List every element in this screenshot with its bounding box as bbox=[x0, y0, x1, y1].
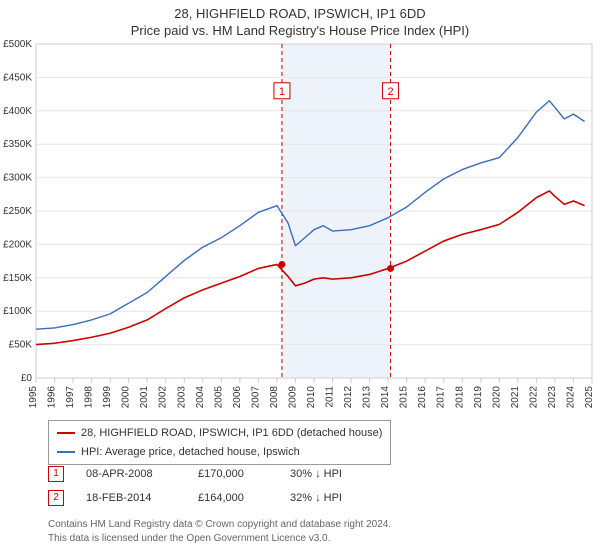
transaction-marker: 2 bbox=[48, 490, 64, 506]
svg-text:£0: £0 bbox=[21, 373, 33, 384]
transaction-pct: 30% ↓ HPI bbox=[290, 468, 380, 480]
svg-text:2015: 2015 bbox=[399, 386, 410, 409]
svg-text:2023: 2023 bbox=[547, 386, 558, 409]
svg-text:£450K: £450K bbox=[3, 72, 32, 83]
svg-text:1999: 1999 bbox=[102, 386, 113, 409]
svg-text:2010: 2010 bbox=[306, 386, 317, 409]
svg-text:£350K: £350K bbox=[3, 139, 32, 150]
svg-text:2012: 2012 bbox=[343, 386, 354, 409]
legend-label: 28, HIGHFIELD ROAD, IPSWICH, IP1 6DD (de… bbox=[81, 425, 382, 442]
svg-text:1996: 1996 bbox=[47, 386, 58, 409]
transaction-date: 18-FEB-2014 bbox=[86, 492, 176, 504]
svg-text:1: 1 bbox=[279, 86, 285, 98]
transaction-row: 2 18-FEB-2014 £164,000 32% ↓ HPI bbox=[48, 490, 380, 506]
svg-text:£400K: £400K bbox=[3, 106, 32, 117]
svg-text:2025: 2025 bbox=[584, 386, 595, 409]
svg-text:2024: 2024 bbox=[565, 386, 576, 409]
legend-item: 28, HIGHFIELD ROAD, IPSWICH, IP1 6DD (de… bbox=[57, 425, 382, 442]
svg-text:2017: 2017 bbox=[436, 386, 447, 409]
svg-text:2006: 2006 bbox=[232, 386, 243, 409]
transaction-date: 08-APR-2008 bbox=[86, 468, 176, 480]
svg-text:2008: 2008 bbox=[269, 386, 280, 409]
footer-line-1: Contains HM Land Registry data © Crown c… bbox=[48, 518, 391, 532]
footer-attribution: Contains HM Land Registry data © Crown c… bbox=[48, 518, 391, 546]
svg-text:2018: 2018 bbox=[454, 386, 465, 409]
legend-swatch bbox=[57, 432, 75, 434]
svg-text:2005: 2005 bbox=[213, 386, 224, 409]
legend: 28, HIGHFIELD ROAD, IPSWICH, IP1 6DD (de… bbox=[48, 420, 391, 465]
svg-text:2013: 2013 bbox=[362, 386, 373, 409]
svg-text:2022: 2022 bbox=[528, 386, 539, 409]
transaction-marker: 1 bbox=[48, 466, 64, 482]
svg-text:£300K: £300K bbox=[3, 173, 32, 184]
svg-text:£200K: £200K bbox=[3, 239, 32, 250]
legend-label: HPI: Average price, detached house, Ipsw… bbox=[81, 444, 300, 461]
svg-text:£250K: £250K bbox=[3, 206, 32, 217]
svg-text:2011: 2011 bbox=[325, 386, 336, 408]
svg-text:2002: 2002 bbox=[158, 386, 169, 409]
svg-text:£500K: £500K bbox=[3, 39, 32, 50]
transaction-price: £170,000 bbox=[198, 468, 268, 480]
svg-text:£100K: £100K bbox=[3, 306, 32, 317]
svg-text:£50K: £50K bbox=[9, 340, 33, 351]
legend-item: HPI: Average price, detached house, Ipsw… bbox=[57, 444, 382, 461]
svg-text:2021: 2021 bbox=[510, 386, 521, 409]
legend-swatch bbox=[57, 451, 75, 453]
transaction-row: 1 08-APR-2008 £170,000 30% ↓ HPI bbox=[48, 466, 380, 482]
svg-text:1997: 1997 bbox=[65, 386, 76, 409]
price-chart: £0 £50K £100K £150K £200K £250K £300K £350K £400… bbox=[0, 0, 600, 420]
transaction-price: £164,000 bbox=[198, 492, 268, 504]
svg-text:2003: 2003 bbox=[176, 386, 187, 409]
svg-text:2001: 2001 bbox=[139, 386, 150, 409]
svg-text:2007: 2007 bbox=[250, 386, 261, 409]
svg-text:2: 2 bbox=[387, 86, 393, 98]
svg-text:2009: 2009 bbox=[287, 386, 298, 409]
svg-text:2020: 2020 bbox=[491, 386, 502, 409]
svg-text:1998: 1998 bbox=[84, 386, 95, 409]
svg-text:1995: 1995 bbox=[28, 386, 39, 409]
svg-text:2000: 2000 bbox=[121, 386, 132, 409]
svg-text:£150K: £150K bbox=[3, 273, 32, 284]
transactions-table: 1 08-APR-2008 £170,000 30% ↓ HPI 2 18-FEB-201… bbox=[48, 466, 380, 514]
svg-text:2016: 2016 bbox=[417, 386, 428, 409]
svg-text:2019: 2019 bbox=[473, 386, 484, 409]
svg-text:2014: 2014 bbox=[380, 386, 391, 409]
footer-line-2: This data is licensed under the Open Gov… bbox=[48, 532, 391, 546]
transaction-pct: 32% ↓ HPI bbox=[290, 492, 380, 504]
svg-text:2004: 2004 bbox=[195, 386, 206, 409]
